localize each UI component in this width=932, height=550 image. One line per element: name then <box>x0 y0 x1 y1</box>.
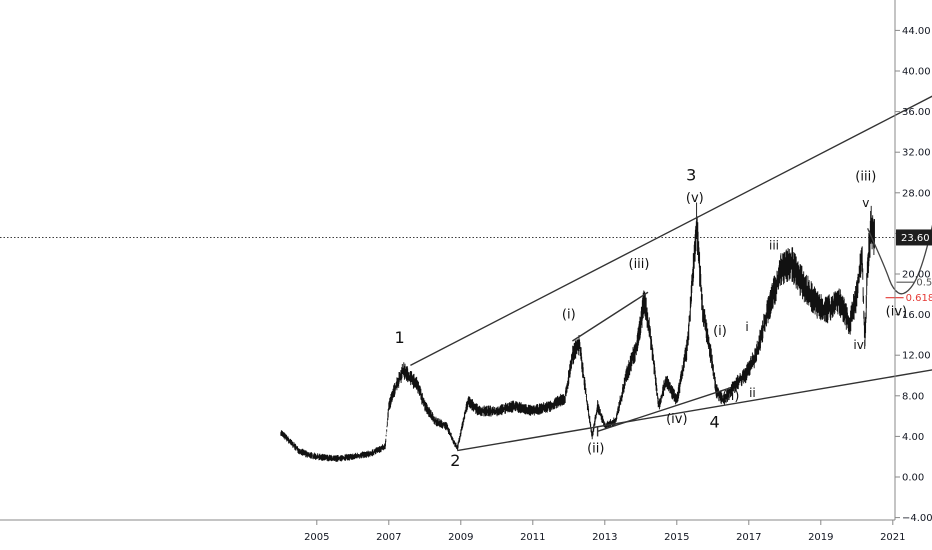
y-tick-label: 32.00 <box>902 148 931 159</box>
wave-label: (iii) <box>855 170 876 185</box>
y-tick-label: 36.00 <box>902 107 931 118</box>
wave-label: 4 <box>710 412 720 431</box>
y-tick-label: 12.00 <box>902 351 931 362</box>
x-tick-label: 2011 <box>520 532 545 543</box>
wave-label: 1 <box>395 328 405 347</box>
last-price-label: 23.60 <box>901 233 930 244</box>
y-tick-label: 28.00 <box>902 188 931 199</box>
projection-path[interactable] <box>866 91 932 295</box>
wave-label: iii <box>769 239 779 253</box>
wave-labels: 123(v)45(v)(i)(ii)(iii)(iv)(i)(ii)iiiiii… <box>395 166 908 470</box>
wave-label: (v) <box>686 191 704 206</box>
x-tick-label: 2009 <box>448 532 473 543</box>
y-tick-label: −4.00 <box>902 513 932 524</box>
x-tick-label: 2005 <box>304 532 329 543</box>
y-tick-label: 44.00 <box>902 26 931 37</box>
upper-trendline[interactable] <box>410 61 932 366</box>
lower-trendline[interactable] <box>457 352 932 452</box>
fib-level-label: 0.5(19.19) <box>916 278 932 289</box>
x-tick-label: 2017 <box>736 532 761 543</box>
y-tick-label: 40.00 <box>902 67 931 78</box>
wave-label: (i) <box>562 308 576 323</box>
y-tick-label: 8.00 <box>902 391 924 402</box>
wave-label: (i) <box>713 324 727 339</box>
wave-label: i <box>745 320 748 334</box>
wave-label: 3 <box>686 166 696 185</box>
x-tick-label: 2019 <box>808 532 833 543</box>
triangle-upper[interactable] <box>572 291 649 342</box>
wave-label: (ii) <box>722 389 739 404</box>
x-tick-label: 2007 <box>376 532 401 543</box>
x-tick-label: 2013 <box>592 532 617 543</box>
x-tick-label: 2015 <box>664 532 689 543</box>
wave-label: (iv) <box>886 305 907 320</box>
y-tick-label: 20.00 <box>902 270 931 281</box>
wave-label: ii <box>749 386 756 400</box>
wave-label: (ii) <box>587 442 604 457</box>
x-tick-label: 2021 <box>880 532 905 543</box>
y-tick-label: 4.00 <box>902 432 924 443</box>
y-tick-label: 16.00 <box>902 310 931 321</box>
fib-level-label: 0.618(17.67) <box>906 293 932 304</box>
wave-label: v <box>862 196 869 210</box>
plot-area[interactable]: 0.5(19.19) 0.618(17.67) <box>0 61 932 462</box>
last-price-badge <box>896 229 932 246</box>
wave-label: (iv) <box>666 412 687 427</box>
triangle-lower[interactable] <box>597 387 732 432</box>
y-tick-label: 0.00 <box>902 473 924 484</box>
price-series-line <box>280 202 875 462</box>
wave-label: (iii) <box>629 257 650 272</box>
wave-label: iv <box>853 338 863 352</box>
wave-label: 2 <box>450 451 460 470</box>
